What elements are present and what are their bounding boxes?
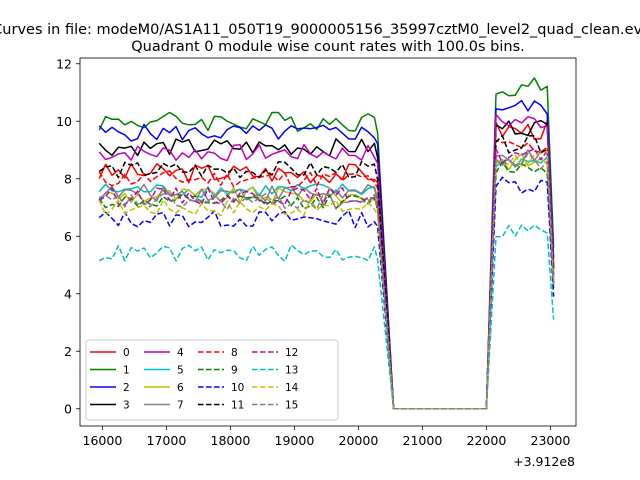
series-line-10 [98, 176, 555, 410]
series-line-11 [98, 134, 555, 410]
legend-label-14: 14 [285, 382, 299, 394]
x-tick-label: 16000 [83, 433, 123, 448]
legend-label-8: 8 [231, 347, 238, 359]
x-tick-label: 20000 [339, 433, 379, 448]
x-tick-label: 21000 [403, 433, 443, 448]
series-line-15 [98, 152, 555, 410]
x-axis: 16000 17000 18000 19000 20000 21000 22000 23000 [83, 426, 571, 448]
legend-label-5: 5 [177, 365, 184, 377]
legend-label-10: 10 [231, 382, 244, 394]
y-tick-label: 6 [64, 229, 72, 244]
y-tick-label: 4 [64, 286, 72, 301]
legend-label-15: 15 [285, 400, 298, 412]
legend-label-0: 0 [123, 347, 130, 359]
x-tick-label: 18000 [211, 433, 251, 448]
legend-label-12: 12 [285, 347, 298, 359]
x-tick-label: 17000 [147, 433, 187, 448]
y-axis: 0 2 4 6 8 10 12 [56, 56, 80, 416]
legend-label-2: 2 [123, 382, 130, 394]
legend-label-6: 6 [177, 382, 184, 394]
chart-suptitle: Curves in file: modeM0/AS1A11_050T19_900… [0, 22, 640, 38]
x-tick-label: 23000 [531, 433, 571, 448]
y-tick-label: 10 [56, 114, 72, 129]
plot-frame [79, 57, 577, 427]
legend-label-13: 13 [285, 365, 298, 377]
series-line-13 [98, 224, 555, 410]
legend-box [85, 339, 339, 421]
y-tick-label: 0 [64, 401, 72, 416]
legend-label-1: 1 [123, 365, 130, 377]
y-tick-label: 12 [56, 56, 72, 71]
x-tick-label: 22000 [467, 433, 507, 448]
legend-label-3: 3 [123, 400, 130, 412]
legend-label-9: 9 [231, 365, 238, 377]
y-tick-label: 8 [64, 171, 72, 186]
x-tick-label: 19000 [275, 433, 315, 448]
legend-label-7: 7 [177, 400, 184, 412]
legend-label-11: 11 [231, 400, 244, 412]
x-offset-label: +3.912e8 [513, 454, 575, 469]
series-layer [98, 77, 555, 410]
y-tick-label: 2 [64, 344, 72, 359]
legend-label-4: 4 [177, 347, 184, 359]
chart-title: Quadrant 0 module wise count rates with … [131, 39, 525, 55]
